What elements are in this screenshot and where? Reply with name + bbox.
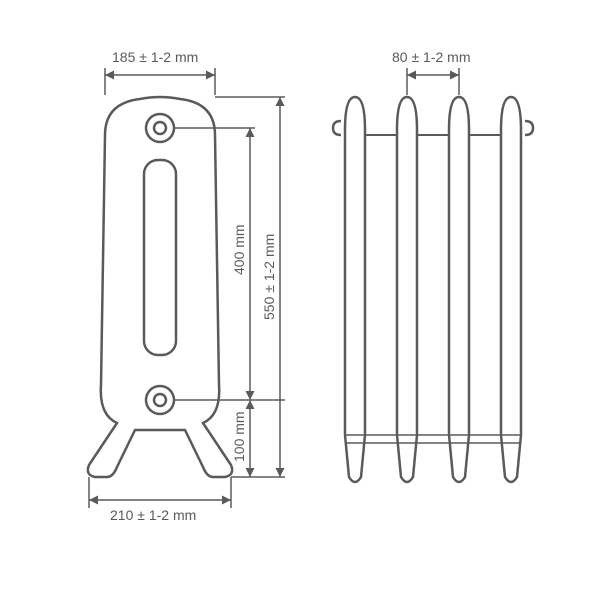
dim-top-width: 185 ± 1-2 mm — [105, 49, 215, 95]
dim-height-label: 550 ± 1-2 mm — [261, 234, 277, 320]
side-view — [333, 97, 533, 482]
front-view — [88, 97, 232, 477]
technical-drawing: 185 ± 1-2 mm 210 ± 1-2 mm 80 ± 1-2 mm 40… — [0, 0, 600, 600]
rib-4 — [501, 97, 521, 482]
dim-bottom-width-label: 210 ± 1-2 mm — [110, 507, 196, 523]
rib-1 — [345, 97, 365, 482]
port-top-inner — [154, 122, 166, 134]
dim-pitch-label: 80 ± 1-2 mm — [392, 49, 470, 65]
rib-3 — [449, 97, 469, 482]
radiator-body — [88, 97, 232, 477]
dim-pitch: 80 ± 1-2 mm — [392, 49, 470, 95]
port-bottom-outer — [146, 386, 174, 414]
dim-top-width-label: 185 ± 1-2 mm — [112, 49, 198, 65]
rib-2 — [397, 97, 417, 482]
diagram-container: 185 ± 1-2 mm 210 ± 1-2 mm 80 ± 1-2 mm 40… — [0, 0, 600, 600]
port-bottom-inner — [154, 394, 166, 406]
front-panel-recess — [144, 160, 176, 355]
dim-foot-height: 100 mm — [231, 400, 250, 477]
port-top-outer — [146, 114, 174, 142]
dim-ports-label: 400 mm — [231, 224, 247, 275]
dim-foot-label: 100 mm — [231, 411, 247, 462]
dim-bottom-width: 210 ± 1-2 mm — [89, 477, 231, 523]
